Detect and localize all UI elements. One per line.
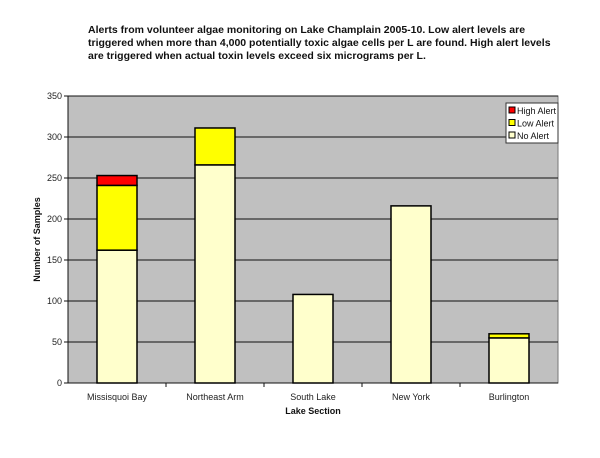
x-axis-label: Lake Section bbox=[285, 406, 341, 416]
y-tick-label: 50 bbox=[52, 337, 62, 347]
x-tick-label: New York bbox=[392, 392, 431, 402]
legend-swatch bbox=[508, 119, 516, 126]
y-tick-label: 300 bbox=[47, 132, 62, 142]
y-tick-label: 100 bbox=[47, 296, 62, 306]
bar-no-alert bbox=[292, 293, 334, 384]
legend-label: No Alert bbox=[517, 131, 550, 141]
bar-low-alert bbox=[96, 184, 138, 251]
legend-swatch bbox=[508, 131, 516, 139]
bar-low-alert bbox=[194, 127, 236, 166]
bar-no-alert bbox=[390, 205, 432, 384]
legend-label: High Alert bbox=[517, 106, 557, 116]
chart-title: Alerts from volunteer algae monitoring o… bbox=[88, 24, 551, 62]
y-tick-label: 200 bbox=[47, 214, 62, 224]
bar-no-alert bbox=[488, 337, 530, 384]
legend-swatch bbox=[508, 106, 516, 114]
x-tick-label: Missisquoi Bay bbox=[87, 392, 148, 402]
bar-no-alert bbox=[194, 164, 236, 384]
bar-low-alert bbox=[488, 333, 530, 339]
y-tick-label: 350 bbox=[47, 91, 62, 101]
bar-no-alert bbox=[96, 249, 138, 384]
x-tick-label: South Lake bbox=[290, 392, 336, 402]
legend-label: Low Alert bbox=[517, 119, 555, 129]
y-tick-label: 0 bbox=[57, 378, 62, 388]
bar-high-alert bbox=[96, 174, 138, 187]
y-tick-label: 150 bbox=[47, 255, 62, 265]
x-tick-label: Northeast Arm bbox=[186, 392, 244, 402]
x-tick-label: Burlington bbox=[489, 392, 530, 402]
y-axis-label: Number of Samples bbox=[32, 197, 42, 282]
y-tick-label: 250 bbox=[47, 173, 62, 183]
